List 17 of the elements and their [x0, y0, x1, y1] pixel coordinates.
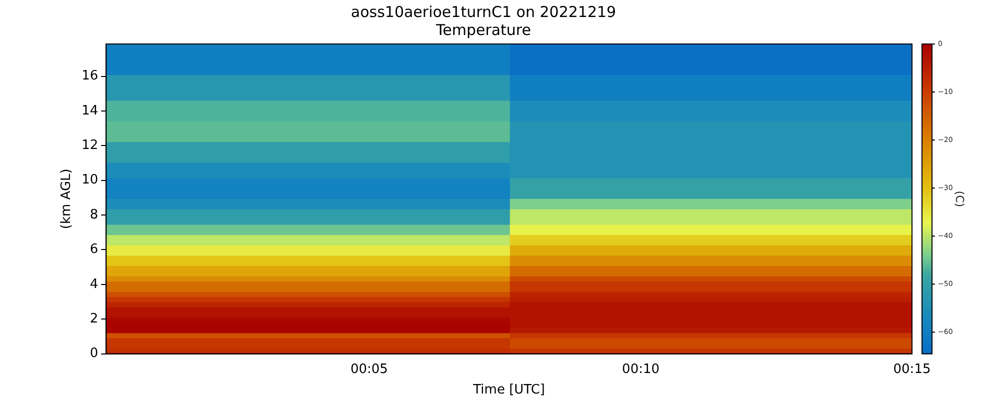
chart-subtitle: Temperature [434, 20, 532, 39]
x-tick-label: 00:10 [622, 362, 660, 377]
x-axis-title: Time [UTC] [472, 382, 546, 398]
y-tick-label: 0 [90, 346, 98, 362]
y-tick-label: 16 [82, 68, 98, 84]
y-axis-title: (km AGL) [59, 168, 74, 230]
y-tick-label: 4 [90, 276, 98, 292]
x-tick-label: 00:15 [893, 362, 931, 377]
y-tick-label: 14 [82, 103, 98, 118]
y-tick-label: 8 [90, 207, 98, 222]
y-tick-label: 10 [82, 172, 98, 188]
y-tick-label: 6 [90, 242, 98, 258]
color-bar-title: (C) [953, 190, 966, 208]
y-tick-label: 12 [82, 138, 98, 154]
y-tick-label: 2 [90, 311, 98, 326]
chart-title: aoss10aerioe1turnC1 on 20221219 [350, 2, 616, 21]
x-tick-label: 00:05 [350, 362, 388, 377]
